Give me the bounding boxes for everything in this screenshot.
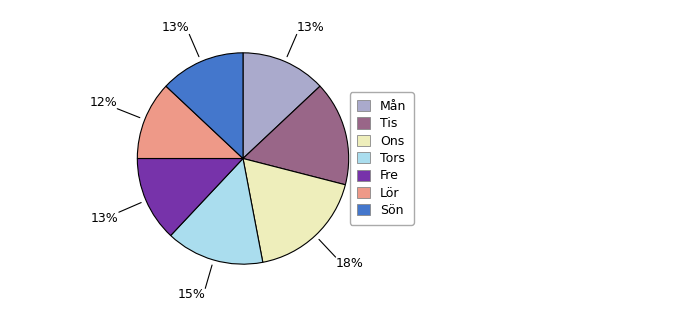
Wedge shape xyxy=(243,53,320,158)
Wedge shape xyxy=(166,53,243,158)
Text: 18%: 18% xyxy=(335,257,363,270)
Legend: Mån, Tis, Ons, Tors, Fre, Lör, Sön: Mån, Tis, Ons, Tors, Fre, Lör, Sön xyxy=(350,92,414,225)
Text: 12%: 12% xyxy=(90,96,117,109)
Wedge shape xyxy=(243,86,349,185)
Text: 15%: 15% xyxy=(178,288,205,301)
Text: 16%: 16% xyxy=(374,112,402,125)
Text: 13%: 13% xyxy=(91,212,119,225)
Wedge shape xyxy=(137,158,243,236)
Text: 13%: 13% xyxy=(161,21,189,34)
Wedge shape xyxy=(171,158,263,264)
Wedge shape xyxy=(137,86,243,158)
Text: 13%: 13% xyxy=(297,21,325,34)
Wedge shape xyxy=(243,158,346,262)
